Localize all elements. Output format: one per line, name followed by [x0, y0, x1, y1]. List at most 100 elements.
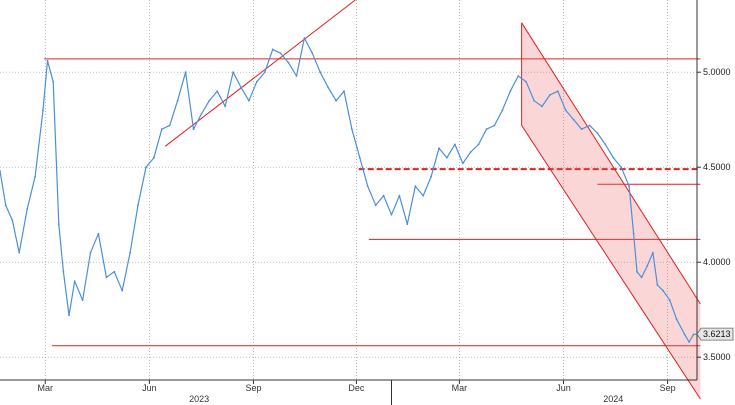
- price-point: [652, 251, 654, 254]
- y-tick-label: 4.0000: [703, 257, 731, 267]
- price-point: [73, 280, 76, 283]
- y-tick-label: 3.5000: [703, 352, 731, 362]
- grid-lines: [0, 0, 697, 380]
- price-point: [692, 333, 695, 336]
- x-tick-label: Jun: [142, 383, 157, 393]
- price-point: [263, 71, 266, 74]
- price-point: [327, 86, 329, 89]
- price-point: [398, 194, 401, 197]
- year-label: 2024: [603, 394, 623, 404]
- price-point: [34, 175, 36, 178]
- price-point: [438, 147, 440, 150]
- price-point: [564, 109, 567, 112]
- price-point: [632, 232, 635, 235]
- price-point: [89, 251, 92, 254]
- price-point: [351, 128, 353, 131]
- price-point: [358, 156, 361, 159]
- price-point: [640, 276, 643, 279]
- year-label: 2023: [189, 394, 209, 404]
- price-point: [224, 105, 227, 108]
- annotation-layer: [44, 0, 701, 400]
- price-point: [461, 162, 464, 165]
- price-point: [541, 105, 543, 108]
- price-point: [662, 289, 664, 292]
- price-point: [295, 75, 298, 77]
- price-point: [588, 124, 591, 127]
- price-point: [406, 223, 409, 226]
- channel-lower-line: [521, 125, 701, 400]
- channel-fill: [521, 22, 701, 400]
- price-point: [454, 143, 456, 146]
- price-point: [572, 118, 575, 121]
- price-point: [430, 175, 432, 178]
- price-point: [232, 71, 235, 74]
- price-point: [683, 333, 686, 336]
- price-point: [271, 48, 274, 51]
- price-point: [121, 289, 124, 292]
- series-layer: [0, 37, 698, 343]
- price-point: [68, 314, 70, 317]
- price-point: [248, 99, 250, 102]
- price-point: [303, 37, 306, 39]
- x-tick-label: Sep: [245, 383, 261, 393]
- price-point: [604, 143, 607, 146]
- price-point: [525, 80, 527, 83]
- price-point: [517, 75, 520, 77]
- price-point: [97, 232, 100, 235]
- price-point: [469, 151, 472, 153]
- y-tick-label: 4.5000: [703, 162, 731, 172]
- x-tick-label: Jun: [556, 383, 571, 393]
- price-point: [216, 90, 219, 93]
- price-point: [42, 109, 44, 112]
- price-point: [113, 270, 116, 273]
- x-tick-label: Mar: [452, 383, 468, 393]
- price-point: [0, 170, 1, 172]
- price-point: [176, 99, 179, 102]
- price-point: [57, 223, 60, 226]
- price-point: [52, 80, 55, 83]
- price-point: [4, 204, 7, 207]
- price-point: [319, 71, 322, 74]
- price-point: [192, 128, 195, 131]
- price-point: [137, 204, 139, 207]
- price-point: [105, 276, 108, 279]
- price-series-line: [0, 37, 698, 343]
- price-point: [374, 204, 377, 207]
- price-point: [620, 166, 623, 169]
- price-point: [366, 185, 369, 188]
- price-point: [549, 94, 551, 96]
- price-point: [153, 156, 155, 159]
- price-point: [200, 113, 203, 115]
- price-point: [596, 132, 599, 134]
- price-point: [184, 71, 187, 74]
- price-point: [311, 52, 314, 55]
- price-point: [145, 166, 147, 169]
- price-point: [477, 143, 480, 146]
- price-point: [208, 99, 211, 102]
- last-value-box: [696, 327, 734, 341]
- price-point: [628, 185, 630, 188]
- price-point: [612, 156, 615, 159]
- price-point: [509, 90, 512, 93]
- x-tick-label: Sep: [660, 383, 676, 393]
- price-point: [160, 128, 163, 131]
- trend-line: [164, 0, 356, 147]
- price-point: [422, 194, 425, 197]
- price-point: [668, 299, 671, 302]
- price-point: [382, 194, 385, 197]
- price-point: [533, 99, 535, 102]
- x-tick-label: Mar: [38, 383, 54, 393]
- y-tick-label: 5.0000: [703, 67, 731, 77]
- price-point: [556, 90, 559, 93]
- price-point: [129, 251, 132, 254]
- price-point: [485, 128, 488, 131]
- price-point: [414, 185, 417, 188]
- last-value-label: 3.6213: [703, 329, 731, 339]
- price-point: [688, 341, 690, 343]
- price-point: [636, 270, 638, 273]
- channel-upper-line: [521, 22, 701, 305]
- price-point: [255, 80, 258, 83]
- price-point: [335, 99, 337, 102]
